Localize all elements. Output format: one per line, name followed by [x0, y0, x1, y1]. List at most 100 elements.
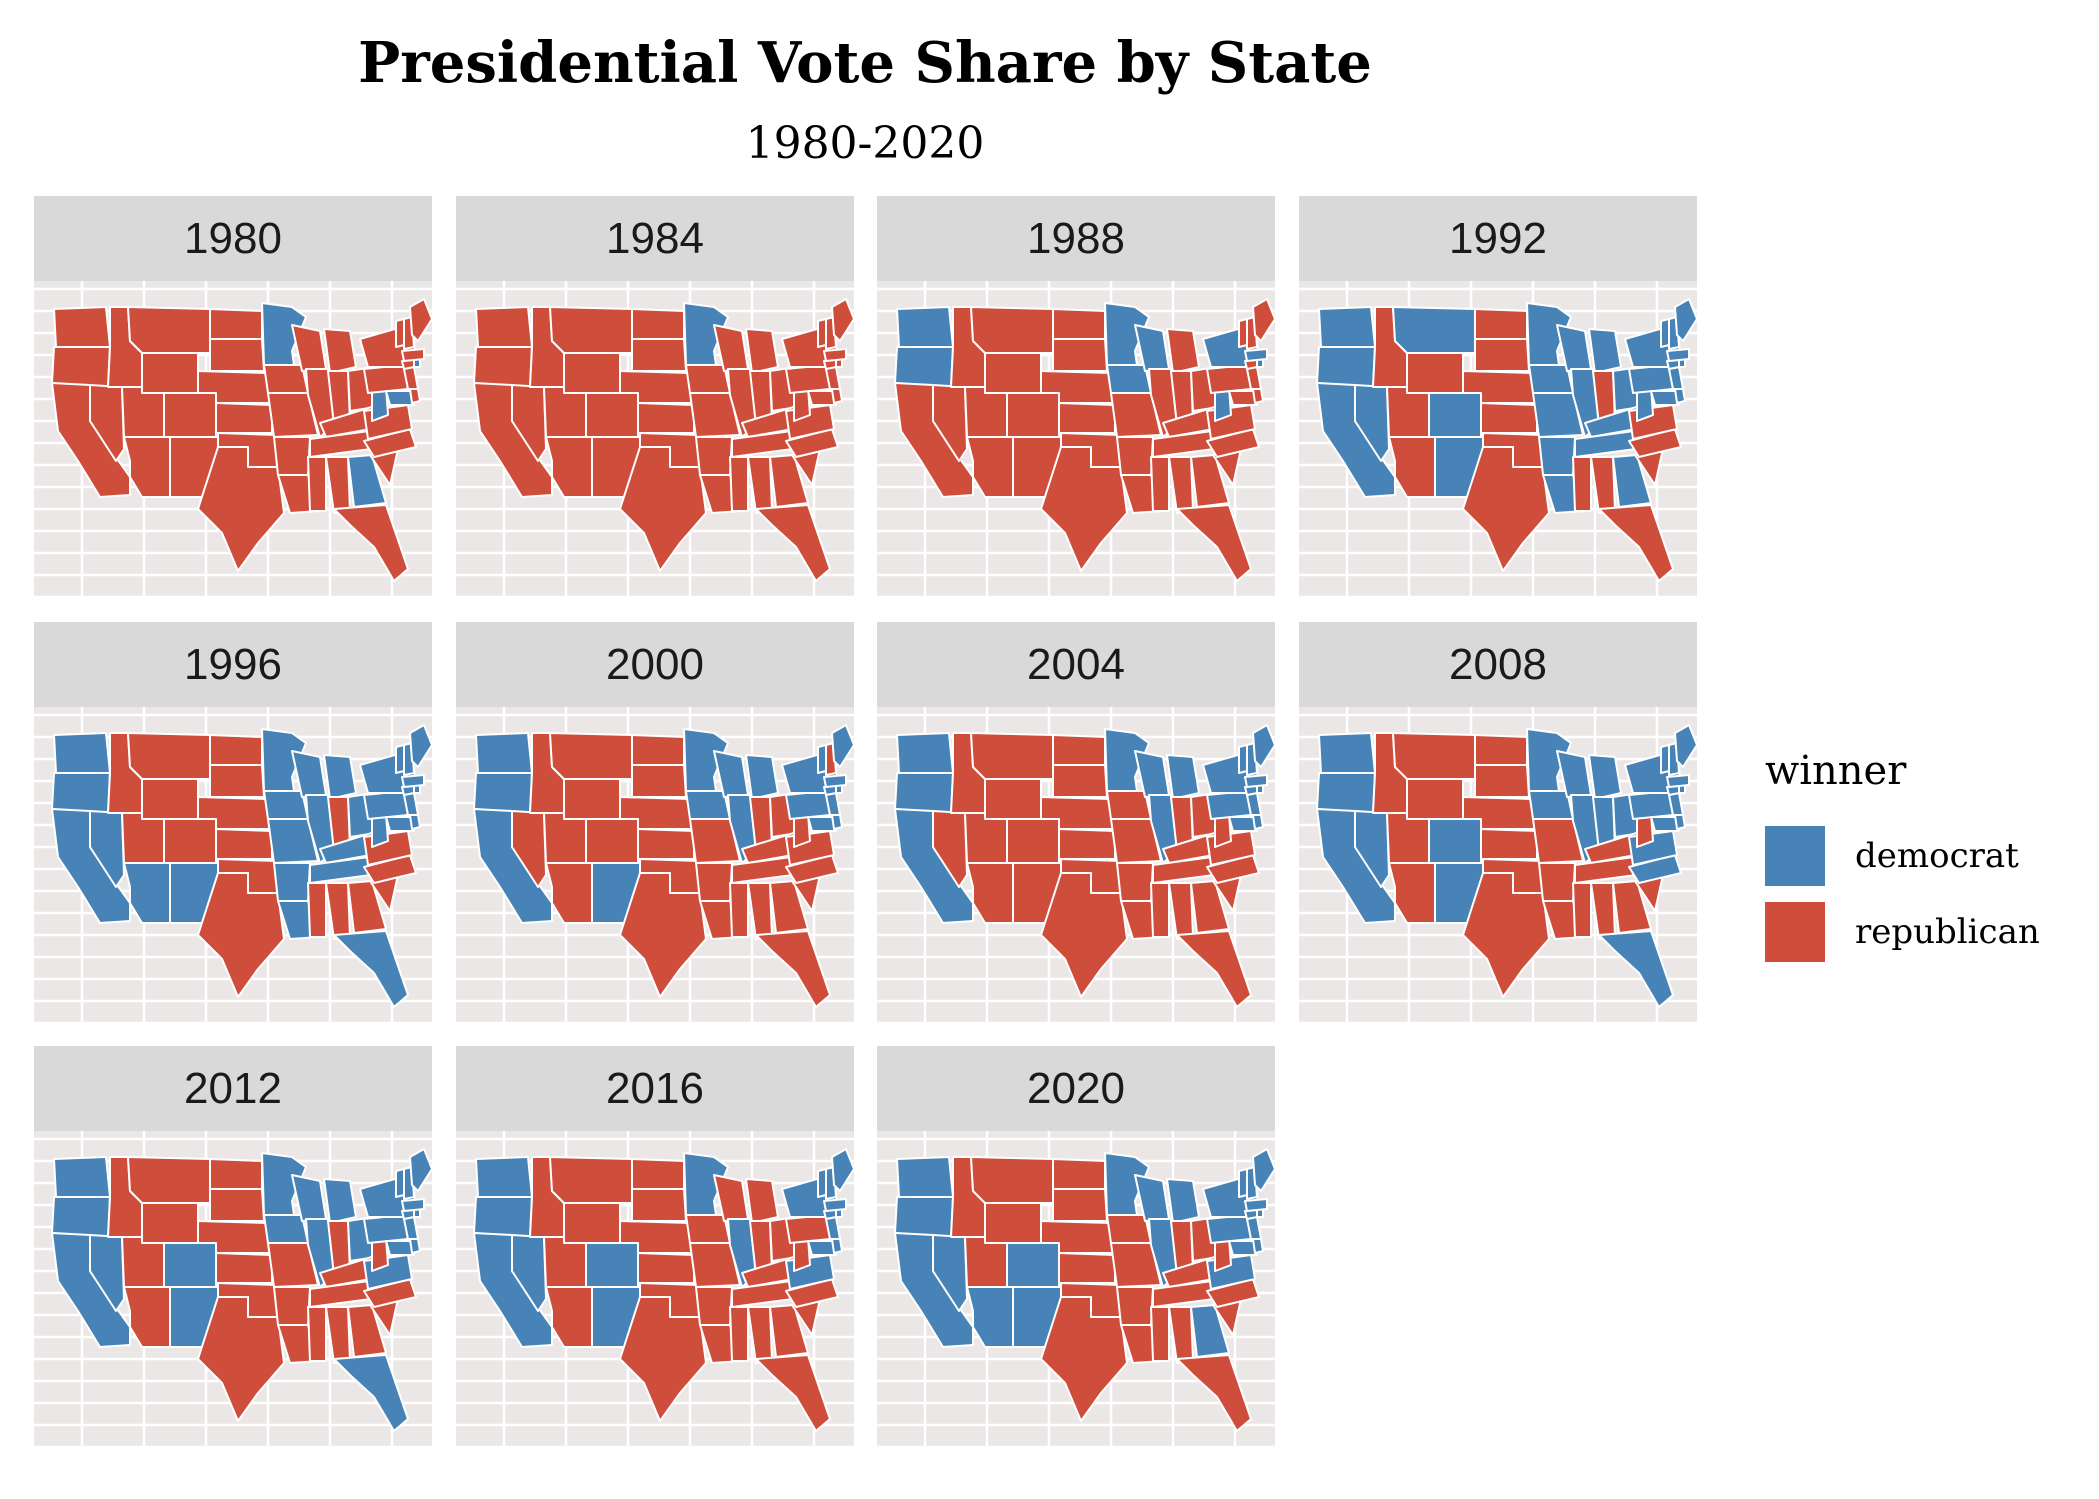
facet-plot-2000	[456, 707, 854, 1024]
legend-label-republican: republican	[1855, 912, 2040, 952]
facet-map-1980	[34, 281, 432, 598]
state-co-2008	[1428, 818, 1482, 864]
state-mo-2020	[1110, 1242, 1162, 1288]
facet-map-2000	[456, 707, 854, 1024]
state-mt-2012	[127, 1156, 211, 1204]
state-mi-2008	[1588, 754, 1622, 800]
state-or-2008	[1316, 772, 1376, 814]
facet-map-1984	[456, 281, 854, 598]
state-mo-1996	[267, 818, 319, 864]
state-vt-1992	[1660, 318, 1670, 348]
state-ga-2020	[1190, 1304, 1230, 1358]
state-co-1992	[1428, 392, 1482, 438]
facet-map-1988	[877, 281, 1275, 598]
state-vt-2016	[817, 1168, 827, 1198]
state-fl-2004	[1176, 930, 1252, 1008]
states-layer	[473, 298, 854, 582]
state-mt-1984	[549, 306, 633, 354]
state-md-1996	[385, 816, 415, 832]
state-sd-1992	[1474, 338, 1530, 372]
state-sd-1988	[1052, 338, 1108, 372]
state-mo-2000	[689, 818, 741, 864]
state-wa-1980	[53, 306, 111, 348]
facet-plot-2012	[34, 1131, 432, 1448]
state-ut-2016	[543, 1236, 587, 1288]
state-sd-1984	[631, 338, 687, 372]
state-mi-2016	[745, 1178, 779, 1224]
state-tx-1992	[1462, 446, 1550, 572]
state-wa-1988	[896, 306, 954, 348]
state-mi-2020	[1166, 1178, 1200, 1224]
state-fl-2016	[755, 1354, 831, 1432]
state-sd-2012	[209, 1188, 265, 1222]
state-co-1996	[163, 818, 217, 864]
state-pa-2008	[1628, 790, 1674, 820]
state-de-2008	[1674, 814, 1686, 830]
state-mo-2008	[1532, 818, 1584, 864]
state-tx-1984	[619, 446, 707, 572]
state-tx-1996	[197, 872, 285, 998]
facet-label-1992: 1992	[1299, 196, 1697, 281]
state-ga-1984	[769, 454, 809, 508]
chart-subtitle: 1980-2020	[745, 118, 985, 169]
state-mo-1988	[1110, 392, 1162, 438]
state-wa-2012	[53, 1156, 111, 1198]
facet-panel-1980: 1980	[34, 196, 432, 598]
legend-swatch-republican	[1765, 902, 1825, 962]
state-ma-2000	[823, 774, 847, 788]
facet-label-1988: 1988	[877, 196, 1275, 281]
state-nd-2000	[631, 734, 685, 766]
states-layer	[473, 724, 854, 1008]
state-wy-1988	[984, 352, 1042, 394]
state-nd-1996	[209, 734, 263, 766]
state-fl-1996	[333, 930, 409, 1008]
state-ms-2004	[1150, 882, 1170, 938]
state-de-1996	[409, 814, 421, 830]
state-de-1984	[831, 388, 843, 404]
states-layer	[51, 298, 432, 582]
state-mt-1996	[127, 732, 211, 780]
state-de-2000	[831, 814, 843, 830]
state-mi-2004	[1166, 754, 1200, 800]
state-or-2000	[473, 772, 533, 814]
state-mo-1992	[1532, 392, 1584, 438]
state-ar-2020	[1116, 1286, 1154, 1326]
state-vt-2004	[1238, 744, 1248, 774]
facet-panel-2016: 2016	[456, 1046, 854, 1448]
facet-panel-1984: 1984	[456, 196, 854, 598]
state-ms-1992	[1572, 456, 1592, 512]
state-mt-2000	[549, 732, 633, 780]
state-nd-2008	[1474, 734, 1528, 766]
state-wa-2008	[1318, 732, 1376, 774]
facet-panel-2004: 2004	[877, 622, 1275, 1024]
legend: winner democrat republican	[1765, 748, 2040, 970]
state-wa-1992	[1318, 306, 1376, 348]
facet-map-2016	[456, 1131, 854, 1448]
state-wy-2012	[141, 1202, 199, 1244]
state-co-1988	[1006, 392, 1060, 438]
facet-map-1996	[34, 707, 432, 1024]
state-vt-1988	[1238, 318, 1248, 348]
facet-label-1996: 1996	[34, 622, 432, 707]
state-ar-1980	[273, 436, 311, 476]
state-mt-2004	[970, 732, 1054, 780]
state-nd-2016	[631, 1158, 685, 1190]
state-ga-1992	[1612, 454, 1652, 508]
state-pa-2004	[1206, 790, 1252, 820]
state-tx-2012	[197, 1296, 285, 1422]
state-md-2016	[807, 1240, 837, 1256]
state-wa-2004	[896, 732, 954, 774]
state-ar-2008	[1538, 862, 1576, 902]
state-fl-1980	[333, 504, 409, 582]
state-or-2020	[894, 1196, 954, 1238]
state-or-1992	[1316, 346, 1376, 388]
state-ga-1980	[347, 454, 387, 508]
state-wa-2016	[475, 1156, 533, 1198]
state-ma-1996	[401, 774, 425, 788]
state-tx-1988	[1040, 446, 1128, 572]
state-mi-1984	[745, 328, 779, 374]
facet-plot-1992	[1299, 281, 1697, 598]
state-wy-2004	[984, 778, 1042, 820]
state-vt-1984	[817, 318, 827, 348]
